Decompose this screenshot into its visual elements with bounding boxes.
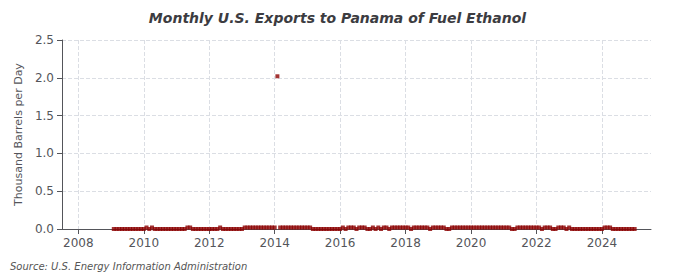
svg-text:2016: 2016: [325, 236, 356, 250]
svg-text:2008: 2008: [63, 236, 94, 250]
svg-text:2010: 2010: [129, 236, 160, 250]
svg-text:2.5: 2.5: [35, 33, 54, 47]
svg-text:2018: 2018: [390, 236, 421, 250]
svg-text:2012: 2012: [194, 236, 225, 250]
svg-text:2024: 2024: [587, 236, 618, 250]
svg-text:Monthly U.S. Exports to Panama: Monthly U.S. Exports to Panama of Fuel E…: [149, 10, 526, 26]
svg-text:2014: 2014: [259, 236, 290, 250]
svg-text:Thousand Barrels per Day: Thousand Barrels per Day: [12, 63, 25, 207]
svg-text:Source: U.S. Energy Informatio: Source: U.S. Energy Information Administ…: [10, 261, 247, 272]
svg-text:1.5: 1.5: [35, 109, 54, 123]
svg-text:2020: 2020: [456, 236, 487, 250]
svg-text:0.0: 0.0: [35, 222, 54, 236]
svg-text:0.5: 0.5: [35, 184, 54, 198]
svg-text:2022: 2022: [521, 236, 552, 250]
svg-text:1.0: 1.0: [35, 146, 54, 160]
svg-text:2.0: 2.0: [35, 71, 54, 85]
